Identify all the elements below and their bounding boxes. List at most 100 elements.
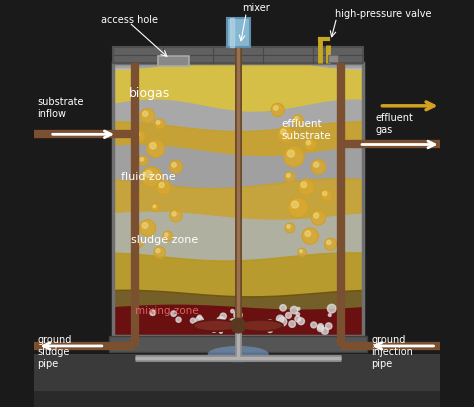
Circle shape — [156, 121, 160, 125]
Circle shape — [276, 315, 284, 323]
Text: ground
injection
pipe: ground injection pipe — [371, 335, 413, 369]
Circle shape — [298, 179, 314, 195]
Circle shape — [169, 160, 182, 173]
Circle shape — [293, 115, 303, 125]
Circle shape — [159, 182, 164, 188]
Circle shape — [137, 242, 139, 244]
Bar — [34, 354, 440, 391]
FancyBboxPatch shape — [158, 56, 190, 66]
Circle shape — [145, 171, 152, 177]
Circle shape — [146, 140, 164, 158]
Circle shape — [170, 210, 182, 222]
Bar — [113, 63, 363, 336]
Circle shape — [153, 205, 156, 208]
Bar — [328, 55, 338, 62]
Circle shape — [138, 156, 148, 166]
Circle shape — [278, 317, 287, 326]
Circle shape — [267, 328, 273, 333]
Circle shape — [278, 126, 294, 142]
Circle shape — [300, 250, 302, 252]
Circle shape — [271, 103, 284, 116]
Text: effluent
substrate: effluent substrate — [282, 119, 331, 141]
Circle shape — [295, 117, 298, 120]
Circle shape — [201, 322, 204, 326]
Circle shape — [320, 189, 333, 201]
Text: biogas: biogas — [129, 87, 170, 100]
Circle shape — [212, 328, 216, 333]
Circle shape — [292, 201, 299, 208]
Text: substrate
inflow: substrate inflow — [37, 97, 84, 119]
Circle shape — [287, 150, 294, 157]
Circle shape — [327, 240, 331, 245]
Circle shape — [233, 326, 237, 331]
Circle shape — [326, 323, 332, 329]
Text: mixing zone: mixing zone — [135, 306, 199, 316]
Circle shape — [302, 228, 319, 244]
Circle shape — [198, 315, 201, 319]
Circle shape — [291, 306, 298, 314]
Circle shape — [317, 325, 324, 332]
Circle shape — [311, 210, 326, 225]
Circle shape — [234, 311, 242, 319]
Circle shape — [231, 318, 246, 333]
Bar — [109, 336, 367, 352]
Circle shape — [191, 318, 195, 323]
Circle shape — [136, 132, 140, 137]
Circle shape — [143, 111, 148, 116]
Text: high-pressure valve: high-pressure valve — [335, 9, 431, 19]
Circle shape — [325, 238, 337, 250]
Circle shape — [155, 119, 165, 129]
Circle shape — [311, 160, 326, 174]
Circle shape — [236, 328, 240, 332]
Circle shape — [140, 158, 144, 161]
Circle shape — [142, 223, 148, 228]
Circle shape — [152, 204, 160, 212]
Circle shape — [285, 313, 292, 318]
Circle shape — [164, 233, 168, 236]
Circle shape — [150, 143, 156, 149]
Ellipse shape — [193, 320, 238, 331]
Ellipse shape — [238, 320, 283, 331]
Circle shape — [304, 138, 316, 151]
Circle shape — [289, 321, 295, 327]
Circle shape — [176, 317, 181, 322]
Circle shape — [318, 324, 323, 329]
Circle shape — [287, 225, 290, 228]
Circle shape — [172, 212, 176, 216]
Text: sludge zone: sludge zone — [131, 235, 199, 245]
Circle shape — [280, 304, 286, 311]
Circle shape — [286, 174, 290, 177]
Circle shape — [156, 249, 160, 253]
Circle shape — [133, 130, 146, 142]
Circle shape — [141, 167, 162, 187]
Bar — [113, 47, 363, 63]
Text: effluent
gas: effluent gas — [375, 113, 413, 135]
Circle shape — [314, 162, 319, 167]
Circle shape — [328, 314, 331, 317]
FancyBboxPatch shape — [227, 18, 250, 47]
Circle shape — [273, 106, 278, 110]
Text: ground
sludge
pipe: ground sludge pipe — [37, 335, 72, 369]
Text: mixer: mixer — [242, 3, 270, 13]
Circle shape — [156, 180, 171, 195]
Circle shape — [132, 192, 136, 196]
Bar — [113, 63, 363, 336]
Circle shape — [217, 317, 225, 325]
Circle shape — [150, 310, 155, 315]
Circle shape — [295, 316, 301, 322]
Circle shape — [285, 223, 295, 233]
Circle shape — [171, 311, 176, 316]
Circle shape — [297, 307, 300, 310]
Circle shape — [288, 197, 308, 218]
Circle shape — [231, 309, 234, 313]
Circle shape — [284, 172, 295, 182]
Circle shape — [296, 313, 300, 316]
Circle shape — [139, 220, 155, 236]
Circle shape — [328, 304, 336, 313]
Circle shape — [306, 140, 310, 145]
Circle shape — [301, 182, 307, 188]
Circle shape — [284, 147, 304, 167]
Circle shape — [220, 313, 227, 319]
Circle shape — [267, 320, 273, 326]
Circle shape — [219, 330, 222, 333]
